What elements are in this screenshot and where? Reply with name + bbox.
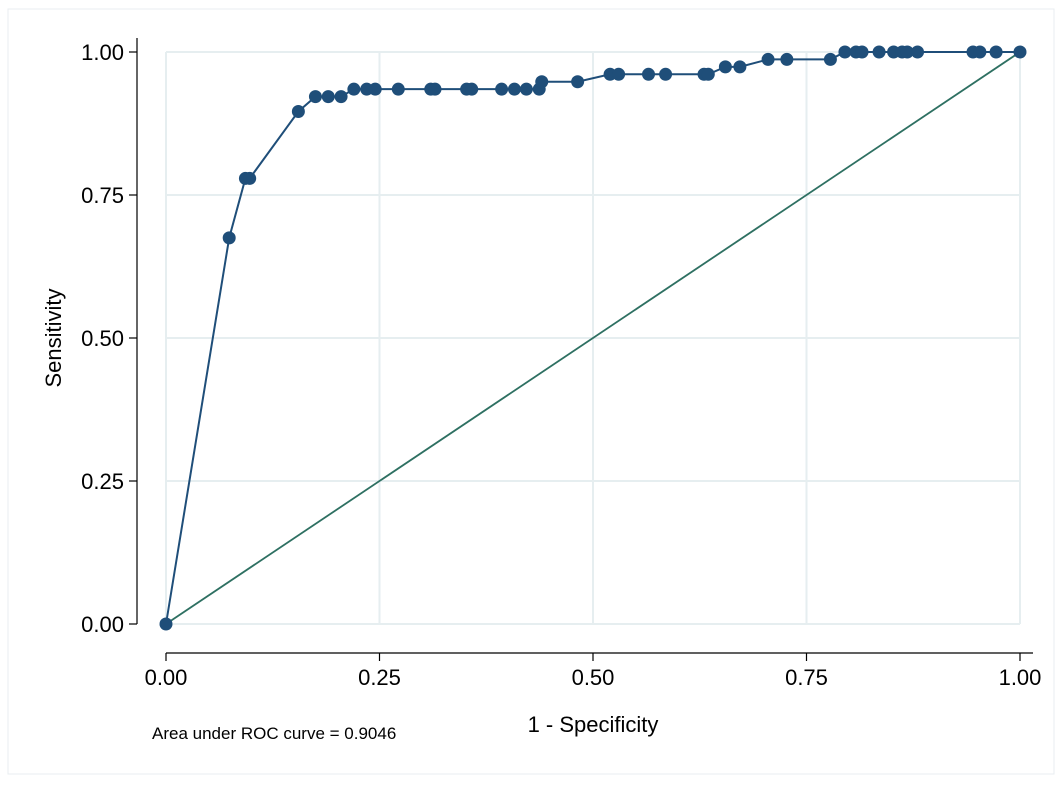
y-axis-label: Sensitivity: [41, 288, 66, 387]
roc-point: [535, 75, 549, 89]
roc-point: [1013, 45, 1027, 59]
roc-point: [368, 82, 382, 96]
y-tick-label: 0.50: [81, 326, 124, 351]
roc-point: [659, 67, 673, 81]
roc-point: [823, 52, 837, 66]
reference-line: [165, 51, 1021, 625]
roc-point: [308, 90, 322, 104]
y-tick-label: 1.00: [81, 40, 124, 65]
roc-point: [733, 60, 747, 74]
roc-point: [507, 82, 521, 96]
roc-point: [761, 52, 775, 66]
roc-point: [465, 82, 479, 96]
y-tick-label: 0.00: [81, 612, 124, 637]
x-tick-label: 0.75: [785, 665, 828, 690]
grid: [165, 51, 1021, 625]
roc-point: [159, 617, 173, 631]
x-tick-label: 0.25: [358, 665, 401, 690]
roc-point: [571, 75, 585, 89]
outer-border: [7, 8, 1055, 775]
roc-point: [428, 82, 442, 96]
x-tick-label: 0.00: [145, 665, 188, 690]
roc-point: [291, 104, 305, 118]
roc-point: [391, 82, 405, 96]
roc-point: [243, 171, 257, 185]
roc-point: [718, 60, 732, 74]
axes: [136, 38, 1033, 654]
roc-point: [989, 45, 1003, 59]
roc-point: [701, 67, 715, 81]
roc-point: [321, 90, 335, 104]
roc-point: [347, 82, 361, 96]
roc-point: [911, 45, 925, 59]
roc-point: [334, 90, 348, 104]
series: [159, 45, 1027, 631]
roc-point: [872, 45, 886, 59]
roc-point: [780, 52, 794, 66]
roc-point: [900, 45, 914, 59]
roc-point: [838, 45, 852, 59]
roc-point: [495, 82, 509, 96]
auc-note: Area under ROC curve = 0.9046: [152, 724, 396, 743]
ticks: 0.00 0.25 0.50 0.75 1.00 0.00 0.25 0.50 0.75 1.00: [81, 40, 1041, 690]
x-tick-label: 1.00: [999, 665, 1042, 690]
y-tick-label: 0.25: [81, 469, 124, 494]
roc-point: [519, 82, 533, 96]
x-tick-label: 0.50: [572, 665, 615, 690]
roc-point: [642, 67, 656, 81]
roc-point: [855, 45, 869, 59]
roc-point: [973, 45, 987, 59]
roc-point: [222, 231, 236, 245]
roc-point: [612, 67, 626, 81]
x-axis-label: 1 - Specificity: [528, 712, 659, 737]
y-tick-label: 0.75: [81, 183, 124, 208]
